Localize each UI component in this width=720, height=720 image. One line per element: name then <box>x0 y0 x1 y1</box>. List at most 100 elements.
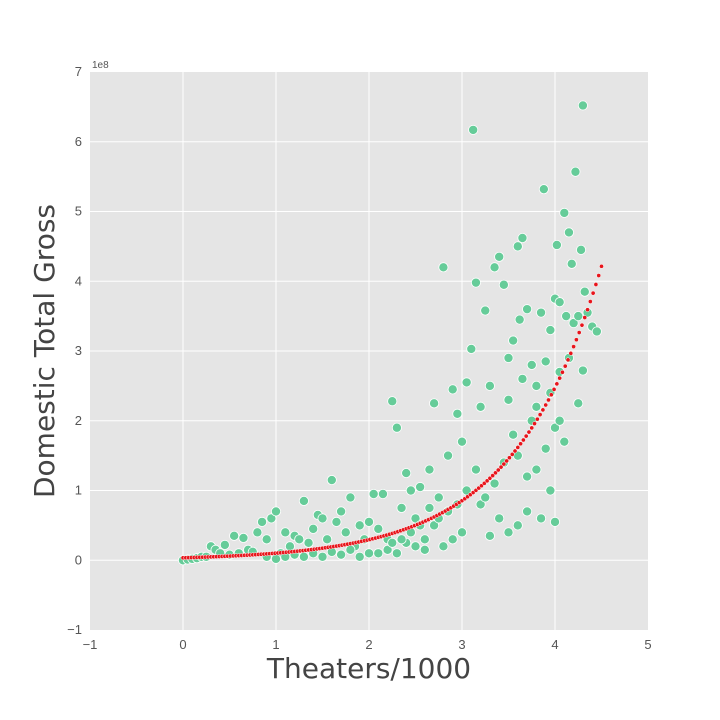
observed-point <box>508 335 519 346</box>
observed-point <box>363 516 374 527</box>
fitted-point <box>540 407 546 413</box>
observed-point <box>373 523 384 534</box>
observed-point <box>559 207 570 218</box>
fitted-point <box>571 344 576 349</box>
x-axis-label: Theaters/1000 <box>266 652 471 685</box>
fitted-point <box>585 307 590 313</box>
observed-point <box>512 520 523 531</box>
fitted-point <box>562 363 568 369</box>
observed-point <box>373 548 384 559</box>
fitted-point <box>487 475 493 481</box>
observed-point <box>363 548 374 559</box>
observed-point <box>468 124 479 135</box>
fitted-point <box>512 448 518 454</box>
observed-point <box>443 450 454 461</box>
observed-point <box>536 513 547 524</box>
fitted-point <box>568 350 574 356</box>
observed-point <box>270 506 281 517</box>
observed-point <box>550 516 561 527</box>
fitted-point <box>529 425 535 431</box>
observed-point <box>419 544 430 555</box>
observed-point <box>317 513 328 524</box>
observed-point <box>591 326 602 337</box>
observed-point <box>470 277 481 288</box>
y-tick-label: 6 <box>75 134 82 149</box>
observed-point <box>219 539 230 550</box>
observed-point <box>429 520 440 531</box>
observed-point <box>554 415 565 426</box>
observed-point <box>554 297 565 308</box>
observed-point <box>456 527 467 538</box>
fitted-point <box>546 397 551 403</box>
observed-point <box>484 530 495 541</box>
fitted-point <box>593 282 599 287</box>
observed-point <box>345 544 356 555</box>
observed-point <box>480 492 491 503</box>
observed-point <box>447 534 458 545</box>
observed-point <box>550 422 561 433</box>
fitted-point <box>534 416 540 422</box>
observed-point <box>503 394 514 405</box>
x-tick-label: 3 <box>458 637 465 652</box>
observed-point <box>396 502 407 513</box>
x-tick-label: 2 <box>365 637 372 652</box>
observed-point <box>489 478 500 489</box>
observed-point <box>387 396 398 407</box>
fitted-point <box>507 455 512 461</box>
observed-point <box>308 523 319 534</box>
fitted-point <box>565 357 571 363</box>
observed-point <box>579 286 590 297</box>
fitted-point <box>498 464 504 470</box>
observed-point <box>545 485 556 496</box>
fitted-point <box>537 412 543 417</box>
observed-point <box>368 488 379 499</box>
x-axis-ticks: −1 0 1 2 3 4 5 <box>83 637 652 652</box>
observed-point <box>538 184 549 195</box>
observed-point <box>382 544 393 555</box>
fitted-point <box>509 452 515 457</box>
observed-point <box>526 359 537 370</box>
observed-point <box>466 343 477 354</box>
observed-point <box>317 551 328 562</box>
observed-point <box>512 241 523 252</box>
observed-point <box>573 311 584 322</box>
observed-point <box>531 401 542 412</box>
fitted-point <box>495 467 501 473</box>
fitted-point <box>548 392 554 398</box>
observed-point <box>570 166 581 177</box>
y-tick-label: 0 <box>75 552 82 567</box>
fitted-point <box>493 470 498 476</box>
observed-point <box>536 307 547 318</box>
observed-point <box>257 516 268 527</box>
observed-point <box>298 551 309 562</box>
observed-point <box>522 471 533 482</box>
observed-point <box>517 233 528 244</box>
x-tick-label: 0 <box>179 637 186 652</box>
observed-point <box>568 318 579 329</box>
observed-point <box>566 258 577 269</box>
observed-point <box>475 401 486 412</box>
observed-point <box>540 356 551 367</box>
observed-point <box>573 398 584 409</box>
observed-point <box>266 513 277 524</box>
observed-point <box>354 520 365 531</box>
fitted-point <box>557 375 563 381</box>
fitted-point <box>596 273 602 278</box>
y-tick-label: 1 <box>75 483 82 498</box>
fitted-point <box>554 381 560 387</box>
y-axis-ticks: −1 0 1 2 3 4 5 6 7 <box>67 64 82 637</box>
observed-point <box>229 530 240 541</box>
observed-point <box>480 305 491 316</box>
observed-point <box>326 475 337 486</box>
grid-lines <box>90 72 648 630</box>
fitted-point <box>543 402 549 408</box>
observed-point <box>410 541 421 552</box>
observed-point <box>261 534 272 545</box>
observed-point <box>563 227 574 238</box>
observed-point <box>545 325 556 336</box>
observed-point <box>410 513 421 524</box>
observed-point <box>577 100 588 111</box>
observed-point <box>340 527 351 538</box>
observed-point <box>551 239 562 250</box>
